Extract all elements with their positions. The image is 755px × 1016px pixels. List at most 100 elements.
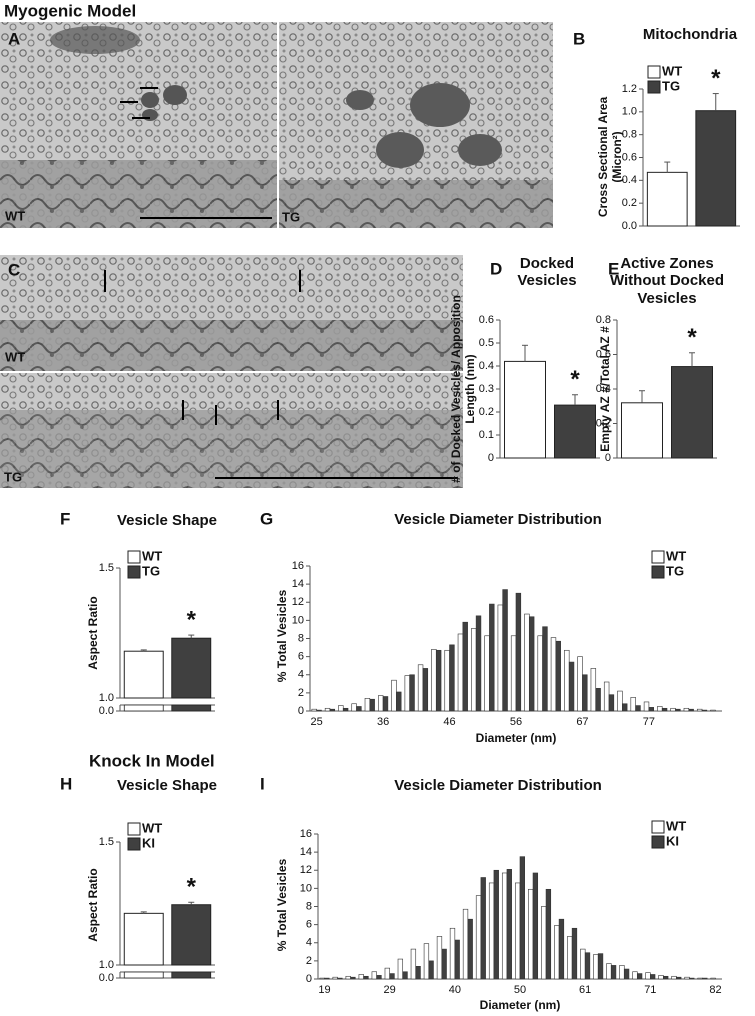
panel-label: G bbox=[260, 509, 273, 528]
bar bbox=[423, 943, 430, 980]
legend-label: KI bbox=[142, 835, 155, 850]
x-tick-label: 40 bbox=[449, 984, 461, 996]
bar bbox=[441, 948, 447, 980]
axis-break-stub bbox=[171, 971, 212, 979]
bar bbox=[364, 698, 371, 712]
bar bbox=[582, 674, 588, 712]
bar bbox=[577, 656, 583, 712]
bar bbox=[345, 975, 351, 980]
bar bbox=[410, 948, 417, 980]
bar bbox=[676, 976, 682, 980]
bar bbox=[643, 701, 650, 712]
bar bbox=[319, 977, 325, 980]
bar bbox=[351, 703, 357, 712]
axis-break-stub bbox=[123, 971, 164, 979]
bar bbox=[488, 882, 495, 980]
section-heading: Myogenic Model bbox=[4, 1, 136, 20]
bar bbox=[597, 953, 604, 980]
axis-break-stub bbox=[123, 704, 164, 712]
annotation: * bbox=[187, 606, 197, 633]
bar bbox=[484, 635, 490, 712]
bar bbox=[415, 966, 421, 980]
bar bbox=[376, 975, 382, 980]
panel-label: A bbox=[8, 29, 20, 48]
axis-break-stub bbox=[171, 704, 212, 712]
bar bbox=[324, 707, 331, 712]
panel-label: B bbox=[573, 29, 585, 48]
bar bbox=[619, 965, 625, 980]
y-tick-label: 1.2 bbox=[622, 83, 637, 95]
legend-label: KI bbox=[666, 833, 679, 848]
legend-label: WT bbox=[666, 818, 686, 833]
bar bbox=[329, 708, 336, 712]
bar bbox=[671, 975, 677, 980]
bar bbox=[635, 705, 641, 712]
x-axis-label: Diameter (nm) bbox=[479, 998, 561, 1012]
section-heading: Knock In Model bbox=[89, 751, 215, 770]
bar bbox=[590, 668, 597, 712]
y-tick-label: 4 bbox=[298, 669, 304, 681]
bar bbox=[545, 888, 552, 980]
bar bbox=[515, 882, 521, 980]
bar bbox=[457, 633, 464, 712]
bar bbox=[568, 661, 575, 712]
legend-swatch bbox=[127, 565, 141, 579]
panel-label: H bbox=[60, 774, 72, 793]
bar bbox=[428, 960, 434, 980]
bar bbox=[554, 404, 596, 459]
bar bbox=[502, 589, 508, 712]
y-tick-label: 0.6 bbox=[622, 151, 637, 163]
bar bbox=[658, 975, 664, 980]
y-tick-label: 0.4 bbox=[622, 174, 637, 186]
y-tick-label: 0.0 bbox=[99, 705, 114, 717]
x-tick-label: 71 bbox=[644, 984, 656, 996]
micrograph-label: TG bbox=[4, 469, 22, 484]
bar bbox=[449, 644, 455, 712]
bar bbox=[324, 977, 330, 980]
panel-label: I bbox=[260, 774, 265, 793]
legend-swatch bbox=[647, 65, 661, 79]
bar bbox=[338, 705, 344, 712]
bar bbox=[515, 592, 522, 712]
y-tick-label: 0.6 bbox=[596, 348, 611, 360]
y-tick-label: 14 bbox=[292, 578, 304, 590]
bar bbox=[171, 904, 212, 966]
legend-swatch bbox=[127, 822, 141, 836]
bar bbox=[689, 977, 695, 980]
x-tick-label: 67 bbox=[576, 716, 588, 728]
y-tick-label: 1.0 bbox=[622, 106, 637, 118]
bar bbox=[471, 628, 477, 712]
legend-swatch bbox=[127, 837, 141, 851]
legend-label: WT bbox=[662, 63, 682, 78]
annotation: * bbox=[687, 324, 697, 351]
bar bbox=[645, 972, 651, 980]
x-tick-label: 77 bbox=[643, 716, 655, 728]
bar bbox=[382, 696, 389, 712]
bar bbox=[542, 626, 548, 712]
y-tick-label: 0.3 bbox=[479, 383, 494, 395]
bar bbox=[670, 707, 676, 712]
bar bbox=[702, 977, 708, 980]
bar bbox=[622, 703, 628, 712]
annotation: * bbox=[570, 366, 580, 393]
x-tick-label: 25 bbox=[311, 716, 323, 728]
micrograph-label: WT bbox=[5, 208, 25, 223]
bar bbox=[541, 906, 547, 980]
bar bbox=[489, 603, 495, 712]
y-tick-label: 0.8 bbox=[622, 129, 637, 141]
x-tick-label: 19 bbox=[318, 984, 330, 996]
bar bbox=[462, 621, 468, 712]
bar bbox=[632, 971, 638, 980]
bar bbox=[571, 927, 578, 980]
y-tick-label: 2 bbox=[306, 955, 312, 967]
bar bbox=[311, 708, 317, 712]
y-axis-label: % Total Vesicles bbox=[275, 589, 290, 683]
legend-swatch bbox=[651, 550, 665, 564]
bar bbox=[555, 640, 561, 712]
y-tick-label: 0 bbox=[298, 705, 304, 717]
bar bbox=[510, 635, 517, 712]
y-axis-label: Aspect Ratio bbox=[86, 596, 101, 670]
micrograph-a bbox=[0, 22, 553, 228]
